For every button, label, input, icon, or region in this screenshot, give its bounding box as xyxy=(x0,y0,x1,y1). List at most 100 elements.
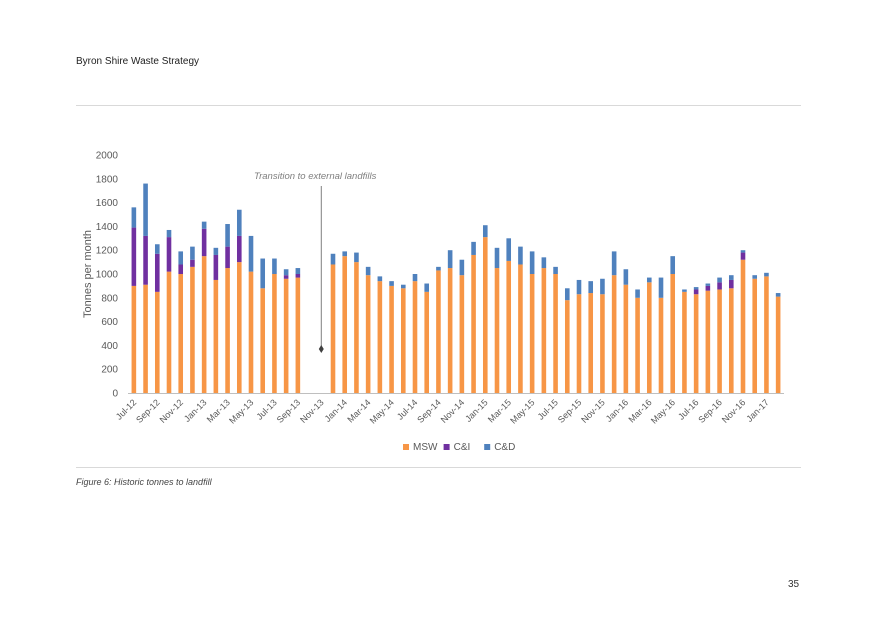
bar-segment-c-d xyxy=(131,207,137,228)
legend-swatch xyxy=(403,444,409,450)
bar-segment-c-d xyxy=(471,241,476,255)
bar-segment-c-d xyxy=(400,284,406,289)
bar-segment-msw xyxy=(646,282,652,393)
bar-segment-msw xyxy=(600,294,605,393)
document-header: Byron Shire Waste Strategy xyxy=(76,56,200,67)
y-tick-label: 1000 xyxy=(96,270,119,281)
bar-segment-c-d xyxy=(447,250,453,269)
x-tick-label: Nov-16 xyxy=(720,397,748,425)
figure-divider xyxy=(76,467,801,468)
bar-segment-c-d xyxy=(154,244,160,254)
x-tick-label: Nov-15 xyxy=(579,397,607,425)
bar-segment-c-d xyxy=(576,279,582,295)
bar-segment-msw xyxy=(623,284,629,393)
page-number: 35 xyxy=(788,579,800,590)
bar-segment-c-d xyxy=(611,251,617,276)
bar-segment-msw xyxy=(471,254,476,393)
bar-segment-c-d xyxy=(682,289,687,292)
y-tick-label: 1400 xyxy=(96,222,119,233)
x-tick-label: Sep-12 xyxy=(134,397,162,425)
bar-segment-c-d xyxy=(600,278,605,295)
bar-segment-msw xyxy=(447,268,453,393)
bar-segment-msw xyxy=(529,274,535,393)
y-tick-label: 2000 xyxy=(96,151,119,162)
x-tick-label: May-13 xyxy=(227,397,255,425)
bar-segment-c-i xyxy=(295,274,301,278)
bar-segment-c-d xyxy=(717,277,722,283)
bar-segment-msw xyxy=(248,271,254,393)
bar-segment-msw xyxy=(424,291,430,393)
bar-segment-c-d xyxy=(752,275,758,279)
x-tick-label: Nov-14 xyxy=(439,397,467,425)
bar-segment-c-d xyxy=(143,183,148,236)
bar-segment-msw xyxy=(377,281,383,393)
bar-segment-msw xyxy=(365,275,371,393)
bar-segment-c-i xyxy=(236,235,242,263)
bar-segment-c-d xyxy=(412,274,418,282)
bar-segment-c-d xyxy=(178,251,184,265)
y-axis: 0 200 400 600 800 1000 1200 1400 1600 1800 2000 Ton… xyxy=(82,151,118,400)
y-tick-label: 1200 xyxy=(96,246,119,257)
bar-segment-msw xyxy=(225,268,230,393)
bar-segment-c-d xyxy=(764,272,769,277)
bar-segment-c-d xyxy=(436,266,441,271)
bar-segment-msw xyxy=(553,274,558,393)
bar-segment-msw xyxy=(213,279,219,393)
bar-segment-c-d xyxy=(283,269,289,276)
bar-segment-c-d xyxy=(775,293,781,297)
bar-segment-c-d xyxy=(260,258,266,289)
bar-segment-msw xyxy=(236,262,242,393)
bar-segment-c-d xyxy=(248,235,254,272)
bar-segment-c-i xyxy=(131,227,137,286)
bar-segment-msw xyxy=(611,275,617,393)
bar-segment-msw xyxy=(459,275,465,393)
header-divider xyxy=(76,105,801,106)
bar-segment-msw xyxy=(201,256,207,393)
bar-segment-c-d xyxy=(646,277,652,283)
bar-segment-c-d xyxy=(272,258,277,274)
bar-segment-c-d xyxy=(365,266,371,276)
bar-segment-c-d xyxy=(518,246,523,265)
bar-segment-msw xyxy=(482,237,488,393)
x-tick-label: May-16 xyxy=(649,397,677,425)
x-tick-label: Sep-16 xyxy=(696,397,724,425)
bar-segment-c-d xyxy=(740,250,746,253)
bar-segment-c-d xyxy=(553,266,558,274)
bar-segment-c-i xyxy=(166,237,172,272)
x-tick-label: Sep-13 xyxy=(275,397,303,425)
x-tick-label: May-14 xyxy=(368,397,396,425)
bar-segment-msw xyxy=(752,278,758,393)
bar-segment-msw xyxy=(143,284,148,393)
bar-segment-c-i xyxy=(143,235,148,285)
bar-segment-c-d xyxy=(541,257,547,269)
bar-segment-msw xyxy=(682,291,687,393)
bar-segment-c-d xyxy=(225,224,230,247)
bar-segment-msw xyxy=(506,260,512,393)
bar-segment-c-d xyxy=(623,269,629,285)
y-tick-label: 400 xyxy=(101,341,118,352)
y-tick-label: 1800 xyxy=(96,174,119,185)
annotation-marker xyxy=(318,345,324,353)
x-tick-label: Jan-13 xyxy=(182,397,209,424)
bar-segment-msw xyxy=(178,274,184,393)
bar-segment-c-i xyxy=(201,228,207,257)
bar-segment-c-d xyxy=(236,209,242,236)
y-tick-label: 1600 xyxy=(96,198,119,209)
bar-segment-msw xyxy=(588,293,594,393)
bar-segment-c-d xyxy=(588,281,594,294)
x-tick-label: Nov-12 xyxy=(158,397,186,425)
bar-segment-msw xyxy=(166,271,172,393)
bar-segment-c-d xyxy=(635,289,640,298)
bar-segment-msw xyxy=(283,278,289,393)
bar-segment-msw xyxy=(658,297,664,393)
bar-segment-msw xyxy=(412,281,418,393)
bar-segment-msw xyxy=(728,288,734,393)
bar-segment-msw xyxy=(190,266,195,393)
bar-segment-c-i xyxy=(740,252,746,260)
bar-segment-msw xyxy=(131,285,137,393)
bar-segment-msw xyxy=(764,276,769,393)
annotation-label: Transition to external landfills xyxy=(254,171,377,182)
bar-segment-msw xyxy=(705,290,711,393)
bar-segment-msw xyxy=(635,297,640,393)
bar-segment-msw xyxy=(272,274,277,393)
